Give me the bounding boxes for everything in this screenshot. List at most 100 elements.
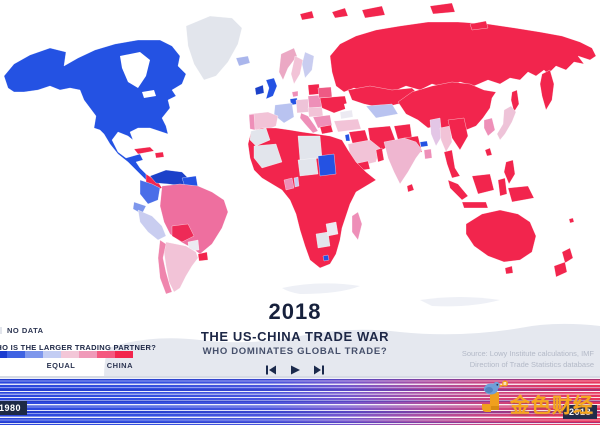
region-india[interactable] <box>383 137 423 185</box>
legend-swatch-7 <box>97 351 115 358</box>
region-hispaniola[interactable] <box>154 151 165 159</box>
region-taiwan[interactable] <box>484 147 493 157</box>
region-botswana[interactable] <box>315 231 331 249</box>
skip-to-end-button[interactable] <box>313 364 325 375</box>
region-sulawesi[interactable] <box>497 177 508 197</box>
region-oman[interactable] <box>375 147 385 163</box>
legend-swatch-4 <box>43 351 61 358</box>
region-malaysia[interactable] <box>443 149 461 179</box>
play-button[interactable] <box>289 364 301 375</box>
antarctica-swirl-1 <box>282 283 360 294</box>
region-new-zealand-south[interactable] <box>553 261 568 278</box>
skip-to-start-button[interactable] <box>265 364 277 375</box>
region-niger[interactable] <box>297 157 319 177</box>
world-map[interactable] <box>0 0 600 377</box>
region-balkans[interactable] <box>312 114 333 129</box>
region-new-zealand-north[interactable] <box>561 247 574 264</box>
region-morocco[interactable] <box>249 127 271 147</box>
region-cuba[interactable] <box>133 146 155 155</box>
region-myanmar[interactable] <box>429 117 443 147</box>
region-italy[interactable] <box>299 112 319 134</box>
region-ireland[interactable] <box>254 84 265 96</box>
region-belarus[interactable] <box>317 86 333 99</box>
region-sweden[interactable] <box>290 55 304 85</box>
no-data-label: NO DATA <box>7 326 44 335</box>
region-chad[interactable] <box>317 153 337 177</box>
region-zimbabwe[interactable] <box>325 221 339 237</box>
region-australia[interactable] <box>465 209 537 263</box>
region-kamchatka[interactable] <box>539 69 555 111</box>
source-line-1: Source: Lowy Institute calculations, IMF <box>461 349 594 358</box>
region-java[interactable] <box>461 201 489 209</box>
region-tasmania[interactable] <box>504 265 514 275</box>
region-indochina[interactable] <box>447 117 469 151</box>
legend-equal-label: EQUAL <box>46 361 76 370</box>
jinse-bird-logo-icon: B <box>482 380 508 412</box>
region-uk[interactable] <box>265 77 278 100</box>
region-north-america[interactable] <box>3 39 187 187</box>
region-china[interactable] <box>397 81 497 131</box>
region-japan[interactable] <box>496 105 517 141</box>
skip-to-start-icon <box>266 365 276 374</box>
arctic-island-5[interactable] <box>469 20 489 31</box>
region-fiji[interactable] <box>568 217 575 224</box>
region-bolivia[interactable] <box>171 223 195 243</box>
region-caucasus[interactable] <box>339 109 354 120</box>
region-france[interactable] <box>273 102 295 124</box>
timeline-start-year: 1980 <box>0 401 28 415</box>
region-argentina[interactable] <box>163 241 199 293</box>
region-turkey[interactable] <box>333 118 362 133</box>
legend-swatch-5 <box>61 351 79 358</box>
region-mauritania[interactable] <box>253 143 283 169</box>
region-korea[interactable] <box>483 117 496 137</box>
skip-to-end-icon <box>314 365 324 374</box>
legend-swatch-8 <box>115 351 133 358</box>
arctic-island-2[interactable] <box>331 7 349 19</box>
arctic-island-3[interactable] <box>361 5 386 19</box>
region-central-europe[interactable] <box>307 106 324 118</box>
region-borneo[interactable] <box>471 173 495 195</box>
region-greenland[interactable] <box>185 15 243 81</box>
region-sri-lanka[interactable] <box>406 183 415 193</box>
timeline-end-year: 2018 <box>562 405 597 419</box>
region-bhutan[interactable] <box>419 140 429 148</box>
region-madagascar[interactable] <box>351 211 363 241</box>
region-finland[interactable] <box>301 51 315 79</box>
region-lesotho[interactable] <box>322 254 330 262</box>
region-africa-main[interactable] <box>247 127 377 269</box>
region-antarctica <box>104 323 600 377</box>
region-new-guinea[interactable] <box>507 185 535 203</box>
region-benin[interactable] <box>293 176 300 188</box>
region-denmark[interactable] <box>291 90 299 98</box>
play-icon <box>290 365 300 374</box>
region-uruguay[interactable] <box>197 251 209 262</box>
region-greece[interactable] <box>319 124 334 135</box>
timeline-strip[interactable]: 1980 2018 B 金色财经 <box>0 376 600 425</box>
main-title: THE US-CHINA TRADE WAR <box>200 329 390 344</box>
hudson-bay <box>120 52 150 88</box>
source-attribution: Source: Lowy Institute calculations, IMF… <box>462 349 594 370</box>
region-portugal[interactable] <box>248 113 256 131</box>
region-ghana[interactable] <box>283 177 295 191</box>
watermark: B 金色财经 <box>478 380 594 418</box>
region-peru[interactable] <box>137 209 167 241</box>
arctic-island-1[interactable] <box>299 10 315 21</box>
region-russia[interactable] <box>329 21 597 93</box>
title-block: 2018 THE US-CHINA TRADE WAR WHO DOMINATE… <box>0 299 590 375</box>
region-thailand[interactable] <box>439 125 453 153</box>
arctic-island-4[interactable] <box>429 2 456 15</box>
watermark-text: 金色财经 <box>510 395 594 417</box>
region-ukraine[interactable] <box>319 95 349 114</box>
region-norway[interactable] <box>278 47 298 81</box>
region-iceland[interactable] <box>235 55 251 67</box>
region-colombia[interactable] <box>139 179 161 205</box>
region-bangladesh[interactable] <box>423 148 433 160</box>
region-israel[interactable] <box>344 133 351 142</box>
region-sakhalin[interactable] <box>510 89 520 113</box>
region-sumatra[interactable] <box>447 179 469 201</box>
region-central-asia[interactable] <box>365 103 399 119</box>
region-philippines[interactable] <box>503 159 516 185</box>
region-chile[interactable] <box>157 239 173 295</box>
region-germany[interactable] <box>295 98 310 114</box>
